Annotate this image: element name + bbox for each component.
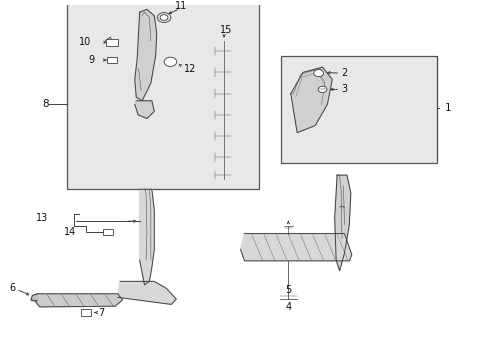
Bar (105, 39, 118, 46)
Text: 2: 2 (340, 68, 346, 78)
Text: 4: 4 (285, 302, 291, 312)
Polygon shape (135, 101, 154, 118)
Circle shape (163, 57, 176, 66)
Text: 9: 9 (88, 55, 94, 65)
Bar (66, 0, 259, 189)
Circle shape (160, 15, 167, 21)
Text: 10: 10 (79, 37, 91, 47)
Polygon shape (35, 294, 122, 307)
Circle shape (157, 13, 170, 22)
Text: 13: 13 (36, 213, 48, 222)
Text: 12: 12 (183, 64, 196, 74)
Bar (106, 57, 117, 63)
Text: 8: 8 (42, 99, 48, 109)
Polygon shape (118, 282, 176, 305)
Bar (81, 309, 91, 316)
Text: 7: 7 (98, 307, 104, 318)
Bar (102, 229, 113, 235)
Polygon shape (140, 189, 154, 285)
Text: 14: 14 (64, 227, 76, 237)
Polygon shape (290, 67, 331, 132)
Text: 3: 3 (340, 85, 346, 94)
Circle shape (313, 69, 323, 77)
Text: 6: 6 (9, 283, 15, 293)
Text: 15: 15 (219, 25, 232, 35)
Text: 1: 1 (444, 103, 450, 113)
Polygon shape (334, 175, 350, 271)
Circle shape (318, 86, 326, 93)
Polygon shape (31, 294, 37, 301)
Polygon shape (135, 9, 157, 101)
Text: 5: 5 (285, 285, 291, 295)
Bar (281, 57, 436, 163)
Text: 11: 11 (175, 1, 187, 11)
Polygon shape (240, 234, 351, 261)
